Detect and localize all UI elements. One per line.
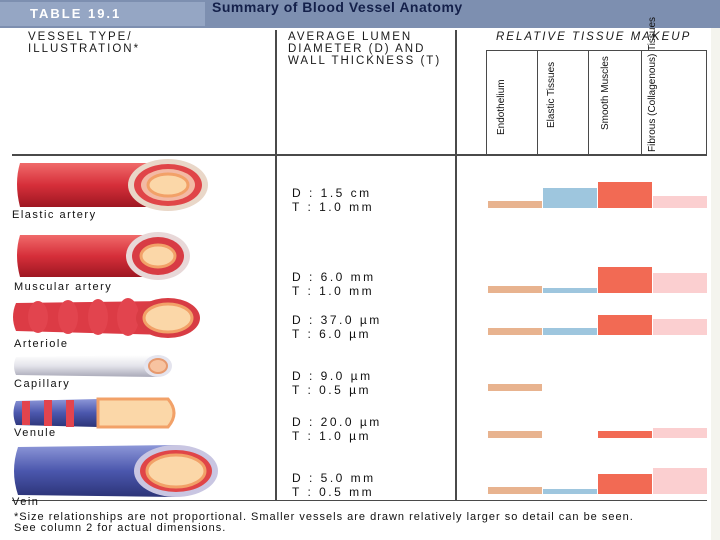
venule-illustration xyxy=(13,397,176,429)
table-number: TABLE 19.1 xyxy=(0,2,205,26)
diameter-muscular-artery: D : 6.0 mm xyxy=(292,270,376,284)
tissue-label-smooth: Smooth Muscles xyxy=(600,56,611,130)
header-rule xyxy=(12,154,707,156)
muscular-artery-illustration xyxy=(17,232,190,280)
bar-elastic-artery-endothelium xyxy=(488,201,542,208)
divider-tissue-2 xyxy=(588,50,589,154)
diameter-capillary: D : 9.0 µm xyxy=(292,369,373,383)
vein-illustration xyxy=(14,445,218,497)
vessel-illustrations xyxy=(13,159,218,497)
table-title: Summary of Blood Vessel Anatomy xyxy=(212,0,463,15)
bar-arteriole-endothelium xyxy=(488,328,542,335)
bar-vein-smooth xyxy=(598,474,652,494)
vessel-label-arteriole: Arteriole xyxy=(14,338,69,350)
thickness-venule: T : 1.0 µm xyxy=(292,429,372,443)
header-diameter-thickness: AVERAGE LUMEN DIAMETER (D) AND WALL THIC… xyxy=(288,31,442,67)
vessel-label-vein: Vein xyxy=(12,496,40,508)
divider-tissue-4 xyxy=(706,50,707,154)
vessel-label-elastic-artery: Elastic artery xyxy=(12,209,97,221)
bar-muscular-artery-fibrous xyxy=(653,273,707,293)
thickness-elastic-artery: T : 1.0 mm xyxy=(292,200,375,214)
tissue-label-elastic: Elastic Tissues xyxy=(546,61,557,128)
bar-muscular-artery-smooth xyxy=(598,267,652,293)
bar-venule-endothelium xyxy=(488,431,542,438)
arteriole-illustration xyxy=(13,298,200,338)
footnote: *Size relationships are not proportional… xyxy=(14,511,634,534)
thickness-vein: T : 0.5 mm xyxy=(292,485,375,499)
bar-venule-fibrous xyxy=(653,428,707,438)
bar-elastic-artery-fibrous xyxy=(653,196,707,208)
tissue-label-fibrous: Fibrous (Collagenous) Tissues xyxy=(647,16,658,152)
bar-vein-endothelium xyxy=(488,487,542,494)
bar-vein-fibrous xyxy=(653,468,707,494)
thickness-arteriole: T : 6.0 µm xyxy=(292,327,372,341)
divider-tissue-1 xyxy=(537,50,538,154)
bar-elastic-artery-smooth xyxy=(598,182,652,208)
bar-vein-elastic xyxy=(543,489,597,494)
bar-arteriole-fibrous xyxy=(653,319,707,335)
header-vessel-type: VESSEL TYPE/ ILLUSTRATION* xyxy=(28,31,141,55)
thickness-capillary: T : 0.5 µm xyxy=(292,383,372,397)
divider-col-2 xyxy=(455,30,457,500)
divider-tissue-3 xyxy=(641,50,642,154)
diameter-venule: D : 20.0 µm xyxy=(292,415,382,429)
thickness-muscular-artery: T : 1.0 mm xyxy=(292,284,375,298)
diameter-vein: D : 5.0 mm xyxy=(292,471,376,485)
bar-muscular-artery-elastic xyxy=(543,288,597,293)
vessel-label-venule: Venule xyxy=(14,427,57,439)
vessel-label-capillary: Capillary xyxy=(14,378,71,390)
bar-elastic-artery-elastic xyxy=(543,188,597,208)
page-edge xyxy=(711,28,720,540)
bar-venule-smooth xyxy=(598,431,652,438)
bar-arteriole-elastic xyxy=(543,328,597,335)
bar-arteriole-smooth xyxy=(598,315,652,335)
bottom-rule xyxy=(12,500,707,501)
capillary-illustration xyxy=(14,355,172,377)
tissue-label-endothelium: Endothelium xyxy=(496,79,507,135)
vessel-label-muscular-artery: Muscular artery xyxy=(14,281,113,293)
tissue-header-top xyxy=(486,50,707,51)
elastic-artery-illustration xyxy=(17,159,208,211)
diameter-elastic-artery: D : 1.5 cm xyxy=(292,186,372,200)
diameter-arteriole: D : 37.0 µm xyxy=(292,313,382,327)
divider-col-1 xyxy=(275,30,277,500)
bar-muscular-artery-endothelium xyxy=(488,286,542,293)
header-tissue-makeup: RELATIVE TISSUE MAKEUP xyxy=(496,31,692,43)
divider-tissue-0 xyxy=(486,50,487,154)
bar-capillary-endothelium xyxy=(488,384,542,391)
